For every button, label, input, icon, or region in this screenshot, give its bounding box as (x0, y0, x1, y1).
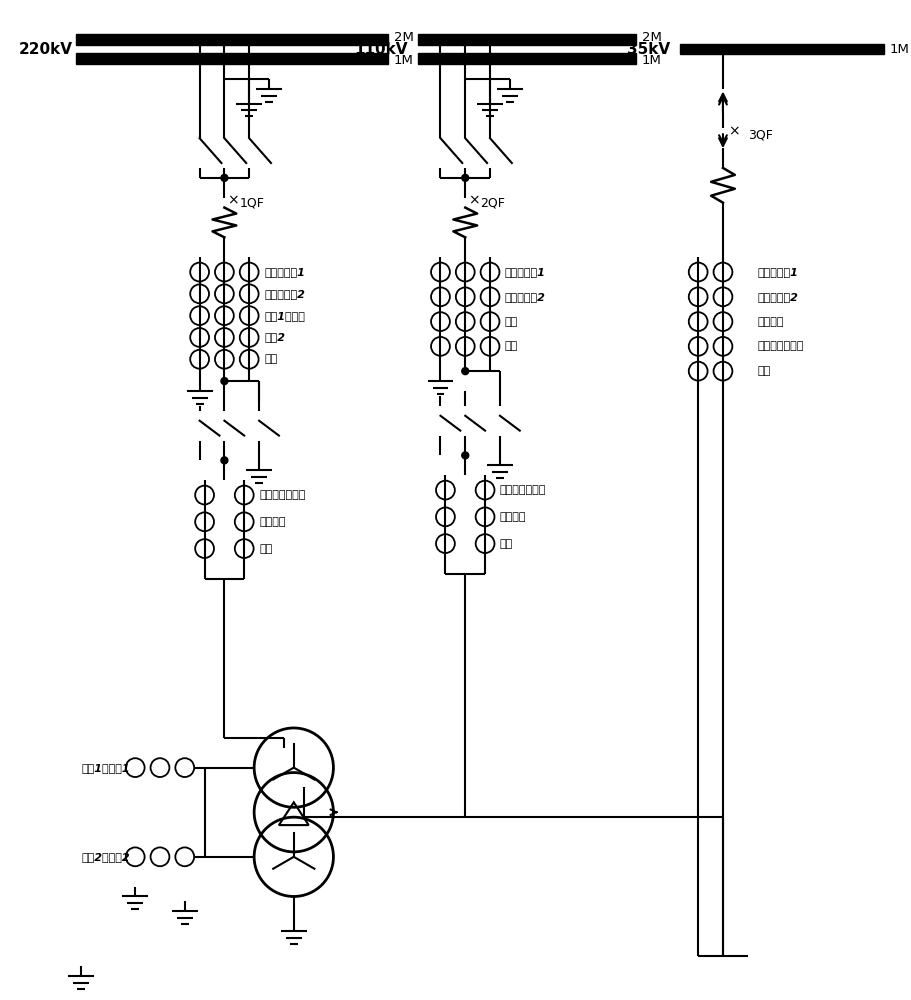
Text: 35kV: 35kV (627, 42, 670, 57)
Text: 测量、无功监测: 测量、无功监测 (499, 485, 546, 495)
Circle shape (486, 36, 493, 43)
Text: ×: × (227, 194, 239, 208)
Text: 测量、无功监测: 测量、无功监测 (757, 341, 804, 351)
Text: 备用: 备用 (499, 539, 513, 549)
Circle shape (196, 36, 203, 43)
Text: 计量: 计量 (757, 366, 770, 376)
Text: 2QF: 2QF (479, 196, 505, 209)
Circle shape (220, 174, 228, 181)
Circle shape (196, 55, 203, 62)
Bar (680, 44, 883, 54)
Circle shape (461, 174, 468, 181)
Text: 3QF: 3QF (747, 129, 772, 142)
Text: 2M: 2M (641, 31, 660, 44)
Text: 计量: 计量 (505, 341, 517, 351)
Circle shape (245, 36, 252, 43)
Text: 1M: 1M (888, 43, 908, 56)
Text: 故障录波: 故障录波 (499, 512, 526, 522)
Text: 1QF: 1QF (239, 196, 264, 209)
Circle shape (461, 36, 468, 43)
Text: 2M: 2M (394, 31, 414, 44)
Text: 纵差、后备1: 纵差、后备1 (757, 267, 798, 277)
Circle shape (220, 36, 228, 43)
Text: 纵差、后备2: 纵差、后备2 (757, 292, 798, 302)
Bar (417, 53, 635, 64)
Circle shape (220, 457, 228, 464)
Circle shape (461, 368, 468, 375)
Text: 零差2: 零差2 (264, 332, 285, 342)
Text: 故障录波: 故障录波 (259, 517, 285, 527)
Circle shape (719, 46, 726, 52)
Bar (417, 34, 635, 45)
Text: 计量: 计量 (264, 354, 277, 364)
Circle shape (220, 378, 228, 385)
Circle shape (220, 55, 228, 62)
Text: ×: × (467, 194, 479, 208)
Text: 备用: 备用 (259, 544, 272, 554)
Text: 220kV: 220kV (19, 42, 73, 57)
Circle shape (461, 452, 468, 459)
Text: ×: × (727, 124, 739, 138)
Text: 绕组2、铁芯2: 绕组2、铁芯2 (81, 852, 130, 862)
Bar (76, 53, 387, 64)
Text: 1M: 1M (641, 54, 660, 67)
Text: 1M: 1M (394, 54, 414, 67)
Text: 纵差、后备1: 纵差、后备1 (505, 267, 545, 277)
Text: 绕组1、铁芯1: 绕组1、铁芯1 (81, 763, 130, 773)
Text: 测量、无功监测: 测量、无功监测 (259, 490, 305, 500)
Circle shape (486, 55, 493, 62)
Bar (76, 34, 387, 45)
Text: 零差: 零差 (505, 317, 517, 327)
Text: 零差1、矢量: 零差1、矢量 (264, 311, 304, 321)
Circle shape (436, 55, 444, 62)
Text: 110kV: 110kV (353, 42, 407, 57)
Text: 故障录波: 故障录波 (757, 317, 783, 327)
Text: 纵差、后备1: 纵差、后备1 (264, 267, 304, 277)
Text: 纵差、后备2: 纵差、后备2 (264, 289, 304, 299)
Circle shape (461, 55, 468, 62)
Text: 纵差、后备2: 纵差、后备2 (505, 292, 545, 302)
Circle shape (245, 55, 252, 62)
Circle shape (436, 36, 444, 43)
